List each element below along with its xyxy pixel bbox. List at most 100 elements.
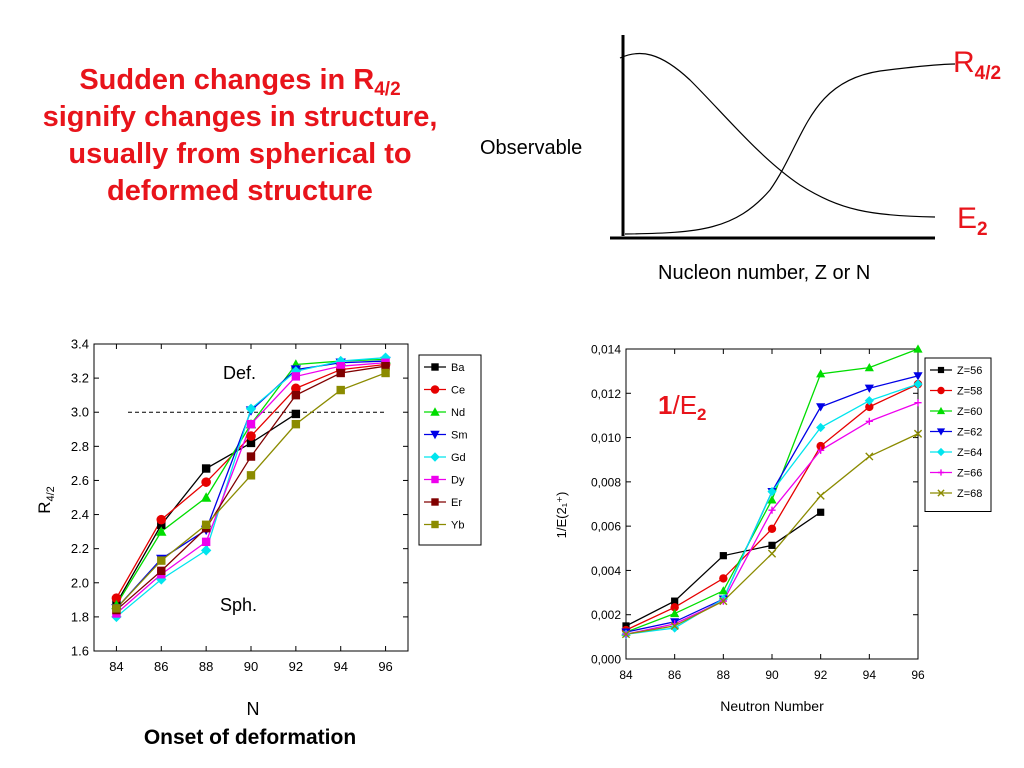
r42-point-nd	[200, 492, 212, 502]
r42-point-dy	[246, 419, 256, 429]
inv-point-z62	[816, 403, 826, 412]
r42-legend-label: Nd	[451, 407, 465, 419]
r42-xlabel: N	[247, 699, 260, 719]
inv-point-z56	[719, 552, 727, 560]
inv-point-z60	[718, 586, 728, 595]
caption-onset: Onset of deformation	[143, 726, 357, 749]
r42-legend-marker	[430, 407, 440, 416]
r42-point-yb	[381, 368, 390, 378]
inv-point-z56	[817, 508, 825, 516]
inv-xtick-label: 92	[814, 668, 828, 682]
inv-series-line-z56	[625, 511, 822, 627]
inv-point-z58	[865, 402, 874, 412]
inv-legend-label: Z=58	[957, 386, 982, 398]
r42-point-yb	[112, 604, 121, 613]
r42-legend-box	[418, 354, 482, 546]
r42-ytick-label: 2.4	[71, 507, 89, 522]
inv-ytick-label: 0,004	[591, 564, 621, 578]
inv-legend-label: Z=68	[957, 488, 982, 500]
r42-legend-marker	[430, 430, 440, 440]
inv-ytick-label: 0,002	[591, 608, 621, 622]
r42-legend-marker	[431, 475, 439, 484]
inv-ylabel: 1/E(2₁⁺)	[554, 492, 569, 539]
r42-legend-label: Ba	[451, 362, 465, 374]
r42-xtick-label: 90	[244, 659, 258, 674]
inv-xtick-label: 90	[765, 668, 779, 682]
inv-legend-label: Z=56	[957, 365, 982, 377]
r42-annotation-sph: Sph.	[220, 595, 257, 615]
r42-point-ba	[201, 464, 211, 473]
r42-point-er	[336, 368, 345, 378]
r42-point-yb	[157, 556, 166, 565]
r42-point-ba	[157, 520, 166, 529]
inv-point-z64	[767, 487, 777, 497]
r42-ytick-label: 1.6	[71, 644, 89, 659]
inv-xtick-label: 84	[619, 668, 633, 682]
inv-legend-marker	[937, 386, 945, 395]
inv-point-z66	[817, 446, 825, 454]
r42-legend-marker	[430, 385, 440, 394]
inv-point-z58	[670, 603, 679, 612]
inv-legend-label: Z=60	[957, 406, 982, 418]
r42-point-ce	[246, 431, 256, 441]
inv-xtick-label: 88	[717, 668, 731, 682]
r42-xtick-label: 92	[289, 659, 303, 674]
inv-point-z68	[621, 630, 631, 639]
inv-point-z66	[914, 399, 922, 407]
inv-point-z60	[670, 608, 680, 618]
r42-ytick-label: 2.8	[71, 439, 89, 454]
inv-point-z68	[719, 597, 728, 606]
inv-legend-marker	[937, 366, 945, 374]
r42-ytick-label: 3.4	[71, 337, 89, 352]
r42-point-ce	[291, 383, 301, 394]
inv-legend-marker	[937, 469, 945, 476]
r42-xtick-label: 88	[199, 659, 213, 674]
schematic-r42-label: R4/2	[953, 46, 1001, 84]
schematic-chart: Observable Nucleon number, Z or N R4/2 E…	[480, 35, 1001, 284]
inv-point-z68	[865, 452, 874, 461]
schematic-ylabel: Observable	[480, 137, 582, 159]
r42-legend-label: Yb	[451, 520, 464, 532]
r42-point-er	[246, 452, 256, 461]
inv-point-z58	[816, 441, 825, 451]
inv-series-line-z66	[625, 402, 919, 635]
r42-ylabel: R4/2	[35, 486, 57, 514]
r42-legend-marker	[431, 363, 439, 371]
r42-legend-marker	[431, 498, 439, 506]
r42-point-gd	[245, 403, 257, 415]
schematic-r42-curve	[624, 63, 956, 235]
r42-point-ba	[246, 438, 256, 448]
r42-point-dy	[336, 361, 345, 371]
inv-title: 1/E2	[658, 390, 707, 424]
r42-ytick-label: 2.2	[71, 541, 89, 556]
r42-point-yb	[246, 471, 256, 480]
headline-rest: signify changes in structure, usually fr…	[42, 101, 438, 207]
schematic-xlabel: Nucleon number, Z or N	[658, 262, 870, 284]
inv-legend-marker	[936, 428, 946, 436]
r42-ytick-label: 1.8	[71, 609, 89, 624]
inv-ytick-label: 0,010	[591, 431, 621, 445]
inv-legend-label: Z=64	[957, 447, 982, 459]
r42-point-dy	[291, 372, 301, 381]
r42-xtick-label: 94	[333, 659, 347, 674]
r42-xtick-label: 84	[109, 659, 123, 674]
r42-annotation-def: Def.	[223, 363, 256, 383]
headline-line1: Sudden changes in R4/2	[79, 64, 401, 100]
r42-point-ce	[111, 593, 122, 603]
inv-point-z68	[670, 621, 679, 631]
inv-legend-label: Z=62	[957, 427, 982, 439]
inv-legend-marker	[936, 447, 946, 457]
r42-ytick-label: 2.6	[71, 473, 89, 488]
inv-legend-label: Z=66	[957, 468, 982, 480]
inv-legend-box	[924, 357, 992, 512]
r42-point-nd	[156, 526, 167, 536]
r42-point-ce	[201, 477, 211, 487]
r42-ytick-label: 2.0	[71, 575, 89, 590]
inv-point-z64	[670, 623, 680, 633]
inv-point-z56	[768, 541, 776, 549]
inv-point-z60	[816, 369, 826, 378]
inv-ytick-label: 0,006	[591, 520, 621, 534]
r42-point-ce	[156, 514, 167, 525]
